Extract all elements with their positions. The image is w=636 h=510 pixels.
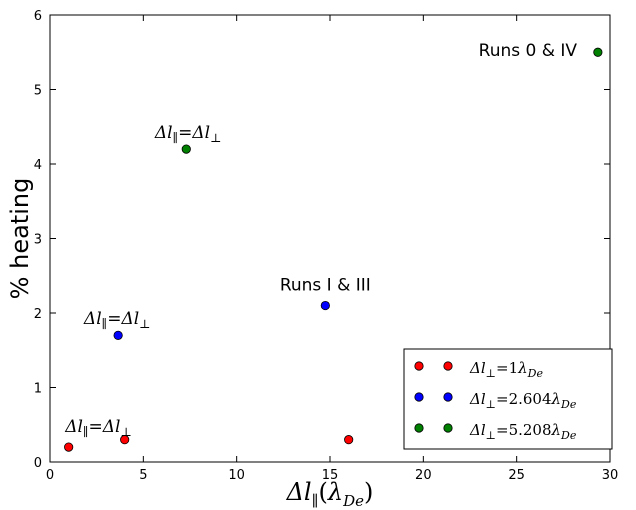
data-point <box>120 435 130 445</box>
legend-marker <box>443 392 453 402</box>
y-tick-label: 4 <box>34 158 42 173</box>
annotation: Runs 0 & IV <box>479 41 578 61</box>
data-points <box>64 47 603 452</box>
axis-ticks: 0 5 10 15 20 25 30 0 1 2 3 4 5 6 <box>34 9 619 483</box>
x-tick-label: 30 <box>602 468 619 483</box>
legend-entry-2: Δl⊥=2.604λDe <box>469 390 577 411</box>
y-tick-label: 6 <box>34 9 42 24</box>
x-tick-label: 0 <box>46 468 54 483</box>
legend: Δl⊥=1λDe Δl⊥=2.604λDe Δl⊥=5.208λDe <box>403 348 613 450</box>
legend-marker <box>443 423 453 433</box>
x-tick-label: 15 <box>322 468 339 483</box>
y-tick-label: 5 <box>34 84 42 99</box>
y-tick-label: 3 <box>34 233 42 248</box>
annotation: Δl∥=Δl⊥ <box>83 309 151 331</box>
legend-entry-3: Δl⊥=5.208λDe <box>469 421 577 442</box>
data-point <box>113 330 123 340</box>
annotations: Δl∥=Δl⊥ Δl∥=Δl⊥ Δl∥=Δl⊥ Runs I & III Runs 0 … <box>64 41 577 439</box>
annotation: Δl∥=Δl⊥ <box>154 123 222 145</box>
data-point <box>181 144 191 154</box>
annotation: Δl∥=Δl⊥ <box>64 417 132 439</box>
y-tick-label: 1 <box>34 382 42 397</box>
legend-entry-1: Δl⊥=1λDe <box>469 359 543 380</box>
annotation: Runs I & III <box>280 276 371 296</box>
y-axis-label: % heating <box>6 178 34 300</box>
x-tick-label: 20 <box>415 468 432 483</box>
legend-box <box>403 348 613 450</box>
legend-marker <box>414 423 424 433</box>
y-tick-label: 0 <box>34 456 42 471</box>
data-point <box>320 300 330 311</box>
legend-marker <box>443 361 453 371</box>
x-tick-label: 5 <box>139 468 147 483</box>
data-point <box>593 47 603 57</box>
y-tick-label: 2 <box>34 307 42 322</box>
x-axis-label: Δl∥(λDe) <box>286 478 374 510</box>
x-tick-label: 10 <box>228 468 245 483</box>
data-point <box>64 442 74 452</box>
x-tick-label: 25 <box>508 468 525 483</box>
legend-marker <box>414 361 424 371</box>
data-point <box>344 435 354 445</box>
legend-marker <box>414 392 424 402</box>
